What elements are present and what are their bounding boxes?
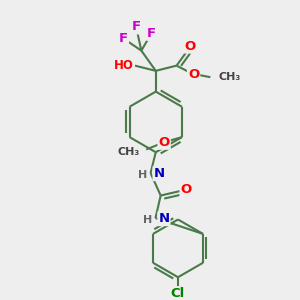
Text: F: F (119, 32, 128, 45)
Text: CH₃: CH₃ (118, 147, 140, 158)
Text: O: O (158, 136, 170, 149)
Text: N: N (154, 167, 165, 180)
Text: O: O (184, 40, 196, 52)
Text: CH₃: CH₃ (218, 72, 241, 82)
Text: H: H (138, 170, 147, 180)
Text: H: H (143, 215, 152, 225)
Text: F: F (147, 27, 156, 40)
Text: HO: HO (114, 59, 134, 72)
Text: Cl: Cl (171, 287, 185, 300)
Text: N: N (158, 212, 169, 225)
Text: F: F (132, 20, 141, 34)
Text: O: O (188, 68, 199, 81)
Text: O: O (181, 183, 192, 196)
